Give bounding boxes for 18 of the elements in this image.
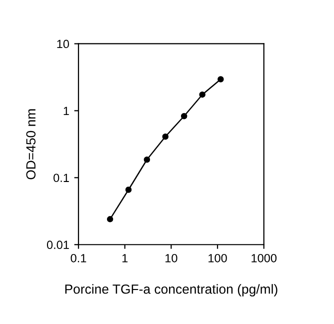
point bbox=[144, 156, 150, 163]
point bbox=[125, 186, 132, 193]
x-axis-title: Porcine TGF-a concentration (pg/ml) bbox=[65, 284, 278, 296]
y-tick-label: 1 bbox=[64, 106, 69, 115]
y-tick-label: 10 bbox=[57, 40, 69, 48]
point bbox=[218, 76, 224, 82]
x-tick-label: 100 bbox=[208, 254, 227, 262]
point bbox=[162, 134, 169, 140]
point bbox=[180, 112, 188, 120]
y-tick-label: 0.01 bbox=[46, 240, 69, 250]
point bbox=[199, 91, 206, 98]
x-tick-label: 10 bbox=[166, 254, 178, 262]
x-tick-label: 1 bbox=[122, 254, 128, 262]
y-tick-label: 0.1 bbox=[54, 174, 69, 182]
point bbox=[106, 216, 114, 222]
y-axis-title: OD=450 nm bbox=[26, 109, 36, 180]
x-tick-label: 0.1 bbox=[70, 254, 86, 262]
x-tick-label: 1000 bbox=[252, 254, 277, 262]
